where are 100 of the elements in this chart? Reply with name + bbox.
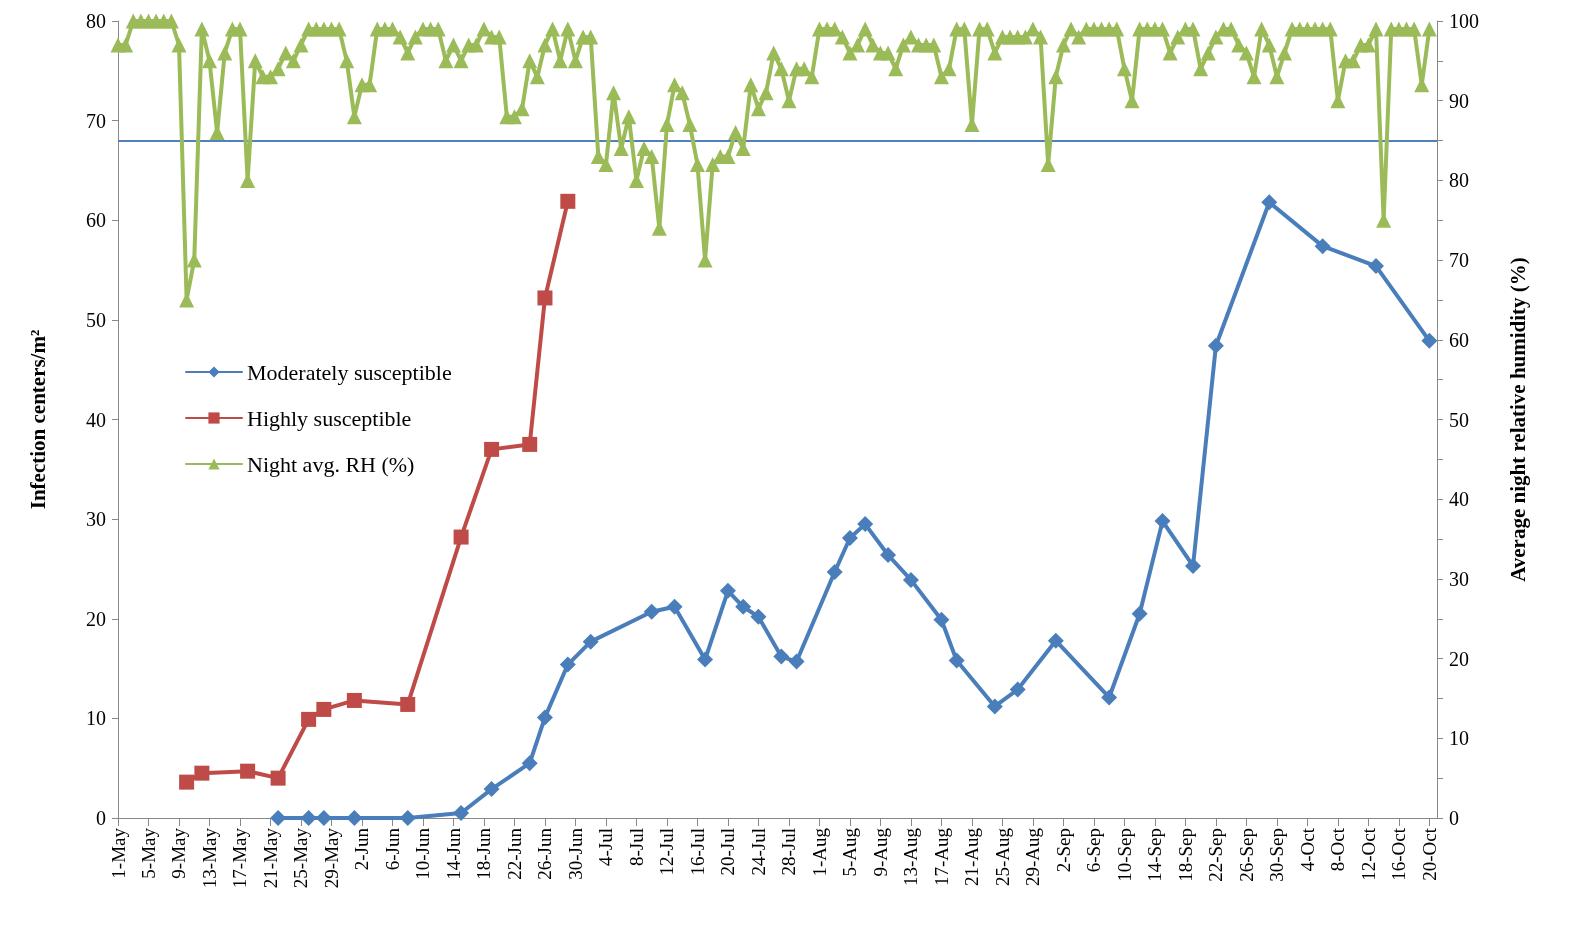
point <box>986 698 1003 715</box>
x-tick-label: 18-Jun <box>473 827 495 880</box>
point <box>1207 337 1224 354</box>
point <box>522 436 538 452</box>
y2-tick-label: 70 <box>1449 249 1469 272</box>
y2-tick-label: 20 <box>1449 647 1469 670</box>
point <box>453 805 470 822</box>
point <box>346 692 362 708</box>
y2-axis-title: Average night relative humidity (%) <box>1505 257 1530 582</box>
y2-tick-label: 30 <box>1449 567 1469 590</box>
point <box>400 696 416 712</box>
x-tick-label: 29-May <box>320 827 342 889</box>
x-tick-label: 4-Jul <box>595 828 617 866</box>
x-tick-label: 17-May <box>229 827 251 889</box>
point <box>643 603 660 620</box>
point <box>1131 605 1148 622</box>
point <box>1314 238 1331 255</box>
x-tick-label: 8-Oct <box>1327 827 1349 872</box>
point <box>1101 689 1118 706</box>
y2-tick-label: 100 <box>1449 10 1479 32</box>
x-tick-label: 4-Oct <box>1296 827 1318 872</box>
y-tick-label: 80 <box>86 10 106 32</box>
x-tick-label: 21-May <box>259 827 281 889</box>
x-tick-label: 1-May <box>107 827 129 879</box>
point <box>521 755 538 772</box>
x-tick-label: 8-Jul <box>625 828 647 866</box>
point <box>841 530 858 547</box>
x-tick-label: 12-Oct <box>1357 827 1379 881</box>
point <box>697 651 714 668</box>
y-tick-label: 30 <box>86 508 106 531</box>
y-tick-label: 20 <box>86 607 106 630</box>
y-tick-label: 50 <box>86 308 106 331</box>
y2-tick-label: 0 <box>1449 807 1459 829</box>
point <box>194 765 210 781</box>
point <box>735 598 752 615</box>
y-tick-label: 70 <box>86 109 106 132</box>
x-tick-label: 21-Aug <box>961 827 983 887</box>
x-tick-label: 20-Oct <box>1418 827 1440 881</box>
x-tick-label: 22-Jun <box>503 827 525 880</box>
y2-tick-label: 50 <box>1449 408 1469 431</box>
point <box>773 648 790 665</box>
y-tick-label: 40 <box>86 408 106 431</box>
point <box>483 781 500 798</box>
legend-label: Highly susceptible <box>247 405 412 431</box>
point <box>399 810 416 826</box>
point <box>1185 557 1202 574</box>
point <box>948 652 965 669</box>
x-tick-label: 22-Sep <box>1205 828 1227 882</box>
x-tick-label: 26-Sep <box>1235 828 1257 882</box>
x-tick-label: 5-May <box>138 827 159 879</box>
point <box>179 774 195 790</box>
x-tick-label: 1-Aug <box>808 827 830 877</box>
point <box>484 441 500 457</box>
legend-label: Moderately susceptible <box>247 359 452 385</box>
x-tick-label: 10-Sep <box>1113 828 1135 882</box>
x-tick-label: 30-Sep <box>1266 828 1288 882</box>
x-tick-label: 9-May <box>168 827 190 879</box>
point <box>666 598 683 615</box>
y2-tick-label: 80 <box>1449 169 1469 192</box>
point <box>1261 194 1278 211</box>
y-tick-label: 0 <box>96 807 106 829</box>
x-tick-label: 10-Jun <box>412 827 434 880</box>
point <box>1154 513 1171 530</box>
x-tick-label: 26-Jun <box>534 827 556 880</box>
point <box>1368 258 1385 275</box>
point <box>346 810 363 826</box>
y2-tick-label: 40 <box>1449 488 1469 511</box>
point <box>536 709 553 726</box>
x-tick-label: 16-Oct <box>1388 827 1410 881</box>
point <box>1009 681 1026 698</box>
x-tick-label: 28-Jul <box>778 828 800 876</box>
x-tick-label: 14-Jun <box>442 827 464 880</box>
point <box>788 653 805 670</box>
x-tick-label: 30-Jun <box>564 827 586 880</box>
x-tick-label: 18-Sep <box>1174 828 1196 882</box>
x-tick-label: 25-May <box>290 827 312 889</box>
point <box>560 193 576 209</box>
point <box>1047 632 1064 649</box>
point <box>537 290 553 306</box>
y2-tick-label: 10 <box>1449 727 1469 750</box>
point <box>719 582 736 599</box>
x-tick-label: 2-Jun <box>351 827 373 871</box>
point <box>270 770 286 786</box>
point <box>826 563 843 580</box>
x-tick-label: 2-Sep <box>1052 828 1074 873</box>
x-tick-label: 25-Aug <box>991 827 1013 887</box>
point <box>300 810 317 826</box>
x-tick-label: 29-Aug <box>1022 827 1044 887</box>
y-axis-title: Infection centers/m² <box>25 329 50 510</box>
x-tick-label: 13-May <box>198 827 220 889</box>
point <box>902 571 919 588</box>
point <box>240 763 256 779</box>
y-tick-label: 10 <box>86 707 106 730</box>
point <box>301 711 317 727</box>
x-tick-label: 6-Sep <box>1083 828 1105 873</box>
x-tick-label: 9-Aug <box>869 827 891 877</box>
y-tick-label: 60 <box>86 209 106 232</box>
x-tick-label: 13-Aug <box>900 827 922 887</box>
x-tick-label: 14-Sep <box>1144 828 1166 882</box>
x-tick-label: 5-Aug <box>839 827 861 877</box>
